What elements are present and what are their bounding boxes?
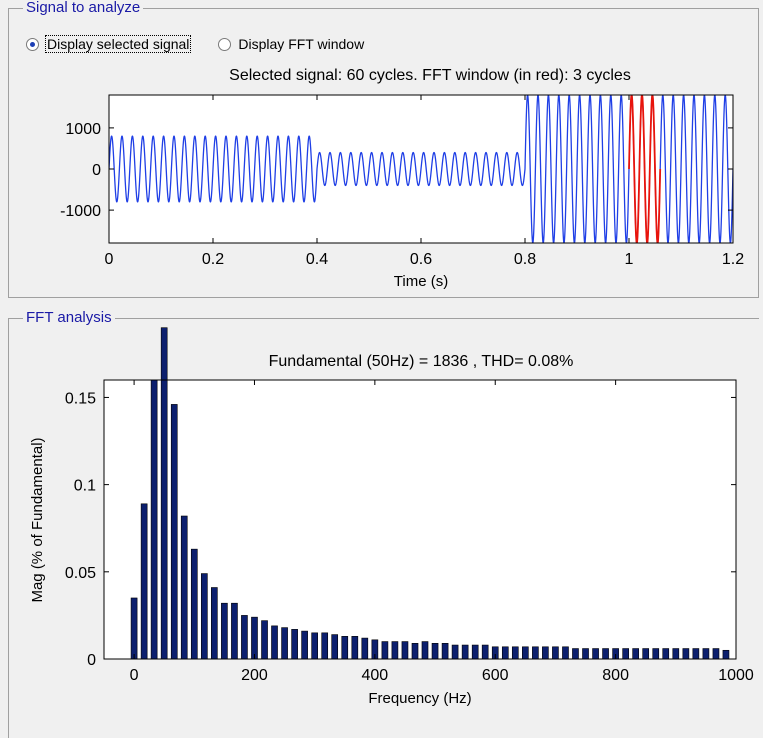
fft-bar [331, 634, 339, 660]
display-mode-radios: Display selected signal Display FFT wind… [26, 35, 364, 53]
fft-bar [622, 648, 629, 660]
fft-bar [562, 646, 569, 660]
fft-x-tick-label: 600 [482, 667, 509, 684]
fft-bar [632, 648, 639, 660]
fft-window-series-line [628, 95, 662, 243]
fft-bar [261, 620, 268, 660]
fft-bar [180, 515, 188, 660]
fft-x-tick-label: 400 [362, 667, 389, 684]
display-fft-window-radio[interactable]: Display FFT window [218, 36, 364, 52]
fft-bar [291, 629, 298, 660]
fft-bar [712, 648, 720, 660]
fft-bar [231, 602, 238, 660]
fft-bar [652, 648, 660, 660]
fft-bar [221, 602, 228, 660]
signal-x-tick-label: 0 [105, 251, 114, 268]
fft-x-tick-label: 800 [602, 667, 629, 684]
fft-panel: FFT analysis [8, 309, 759, 738]
fft-bar [692, 648, 700, 660]
fft-y-axis-label: Mag (% of Fundamental) [29, 437, 46, 602]
fft-bar [642, 648, 650, 660]
fft-x-tick-label: 1000 [718, 667, 754, 684]
fft-bar [481, 644, 489, 660]
fft-y-tick-label: 0.05 [65, 565, 96, 582]
signal-x-tick-label: 0.8 [514, 251, 536, 268]
signal-plot-title: Selected signal: 60 cycles. FFT window (… [229, 67, 631, 84]
signal-y-tick-label: 0 [92, 162, 101, 179]
fft-bar [451, 644, 459, 660]
fft-bar [441, 643, 449, 660]
radio-unselected-icon [218, 37, 232, 51]
signal-x-tick-label: 0.6 [410, 251, 432, 268]
fft-bar [170, 404, 178, 660]
fft-y-tick-label: 0.1 [74, 478, 96, 495]
fft-bar [542, 646, 549, 660]
signal-x-tick-label: 0.4 [306, 251, 328, 268]
fft-bar [722, 649, 730, 660]
fft-bar [421, 641, 429, 660]
signal-x-axis-label: Time (s) [394, 273, 448, 290]
fft-bar [401, 641, 409, 660]
fft-bar [702, 648, 710, 660]
display-fft-window-label: Display FFT window [238, 36, 365, 52]
fft-bar [251, 616, 258, 660]
fft-bar [582, 648, 589, 660]
fft-bar [672, 648, 680, 660]
radio-selected-icon [26, 37, 39, 51]
fft-bar [190, 548, 198, 660]
fft-bar [592, 648, 599, 660]
fft-y-tick-label: 0.15 [65, 390, 96, 407]
signal-x-tick-label: 1.2 [722, 251, 744, 268]
fft-bar [301, 630, 308, 660]
fft-bar [511, 646, 519, 660]
fft-bar [211, 587, 218, 660]
fft-bar [361, 637, 369, 660]
fft-bar [271, 625, 278, 660]
fft-bar [682, 648, 690, 660]
fft-bar [281, 627, 288, 660]
fft-bar [351, 636, 359, 660]
signal-x-tick-label: 0.2 [202, 251, 224, 268]
fft-x-tick-label: 0 [130, 667, 139, 684]
fft-bar [241, 615, 248, 660]
fft-bar [572, 648, 579, 660]
display-selected-signal-radio[interactable]: Display selected signal [26, 35, 192, 53]
fft-x-axis-label: Frequency (Hz) [368, 690, 471, 707]
signal-y-tick-label: -1000 [60, 203, 101, 220]
fft-bar [201, 573, 208, 660]
signal-panel: Signal to analyze [8, 0, 759, 298]
fft-bar [140, 503, 148, 660]
fft-bar [532, 646, 539, 660]
fft-bar [522, 646, 529, 660]
display-selected-signal-label: Display selected signal [44, 35, 192, 53]
fft-y-tick-label: 0 [87, 652, 96, 669]
fft-bar [662, 648, 670, 660]
fft-bar [341, 636, 349, 660]
fft-plot-border [103, 379, 737, 660]
fft-bar [311, 632, 318, 660]
fft-plot-title: Fundamental (50Hz) = 1836 , THD= 0.08% [269, 353, 574, 370]
fft-plot-area [104, 380, 736, 659]
fft-bar [391, 641, 399, 660]
fft-bar [552, 646, 559, 660]
fft-bar [321, 632, 329, 660]
fft-x-tick-label: 200 [241, 667, 268, 684]
fft-bar [461, 644, 469, 660]
fft-bar [602, 648, 609, 660]
fft-bar [411, 643, 419, 660]
signal-y-tick-label: 1000 [65, 121, 101, 138]
signal-x-tick-label: 1 [625, 251, 634, 268]
fft-bar [431, 643, 439, 660]
fft-bar [381, 641, 389, 660]
fft-bar [501, 646, 509, 660]
signal-panel-title: Signal to analyze [23, 0, 144, 17]
fft-bar [130, 597, 138, 660]
fft-panel-title: FFT analysis [23, 309, 115, 327]
fft-bar [471, 644, 479, 660]
fft-bar [160, 327, 168, 660]
fft-bar [150, 379, 158, 660]
